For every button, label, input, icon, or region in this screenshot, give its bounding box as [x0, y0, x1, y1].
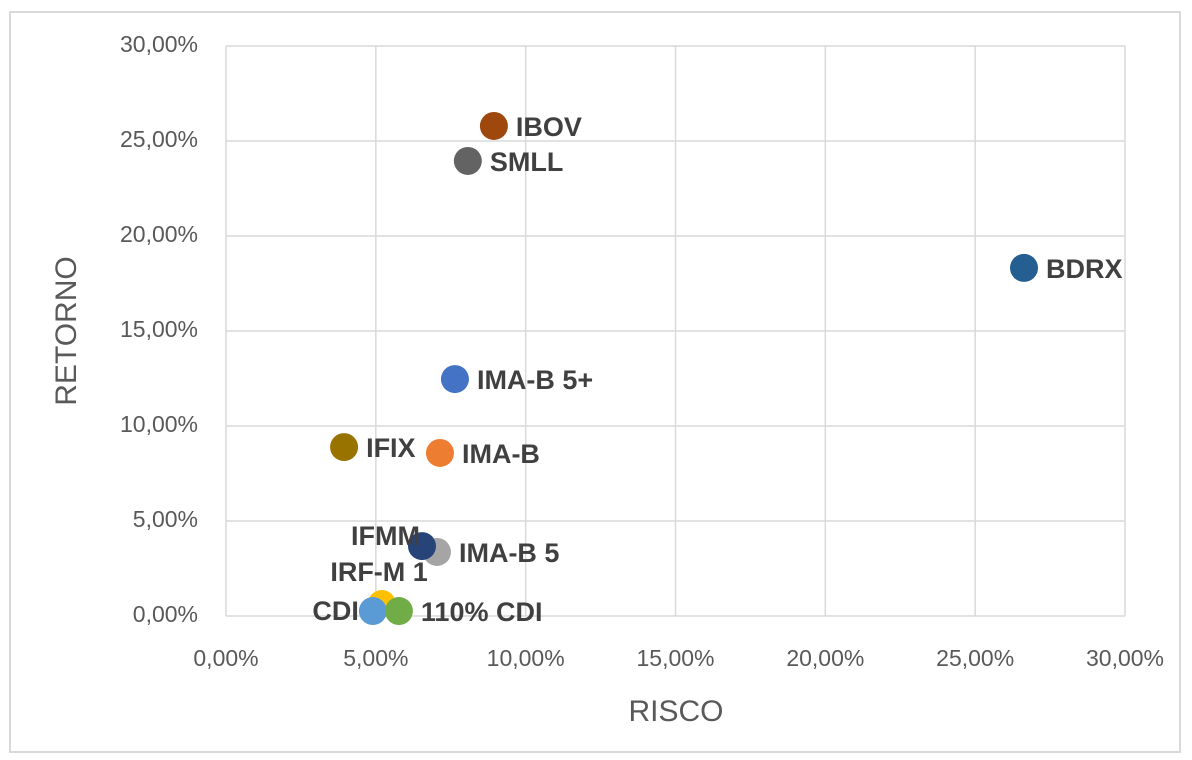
point-label: IMA-B 5+ — [477, 365, 593, 395]
x-tick-label: 15,00% — [636, 645, 714, 671]
chart-border — [9, 11, 1181, 753]
point-label: 110% CDI — [421, 597, 543, 627]
x-tick-label: 0,00% — [193, 645, 258, 671]
y-tick-label: 25,00% — [120, 126, 198, 152]
point-label: IFIX — [366, 433, 416, 463]
point — [425, 438, 454, 467]
point — [358, 597, 387, 626]
x-axis-title: RISCO — [628, 695, 723, 728]
y-tick-label: 5,00% — [133, 506, 198, 532]
y-tick-label: 0,00% — [133, 601, 198, 627]
x-tick-label: 5,00% — [343, 645, 408, 671]
x-tick-label: 20,00% — [786, 645, 864, 671]
y-tick-label: 15,00% — [120, 316, 198, 342]
y-tick-label: 10,00% — [120, 411, 198, 437]
point — [1010, 253, 1039, 282]
point — [453, 146, 482, 175]
point — [479, 111, 508, 140]
x-tick-label: 30,00% — [1086, 645, 1164, 671]
y-axis-title: RETORNO — [50, 256, 83, 405]
point — [384, 597, 413, 626]
x-tick-label: 25,00% — [936, 645, 1014, 671]
x-tick-label: 10,00% — [487, 645, 565, 671]
point-label: IRF-M 1 — [330, 557, 428, 587]
point — [330, 433, 359, 462]
y-tick-label: 30,00% — [120, 31, 198, 57]
point-label: IBOV — [516, 112, 582, 142]
point-label: CDI — [312, 596, 359, 626]
point-label: SMLL — [490, 147, 564, 177]
point-label: IMA-B — [462, 439, 540, 469]
point — [407, 532, 436, 561]
point-label: IFMM — [351, 521, 420, 551]
point-label: IMA-B 5 — [459, 538, 560, 568]
point — [440, 365, 469, 394]
y-tick-label: 20,00% — [120, 221, 198, 247]
point-label: BDRX — [1046, 254, 1123, 284]
